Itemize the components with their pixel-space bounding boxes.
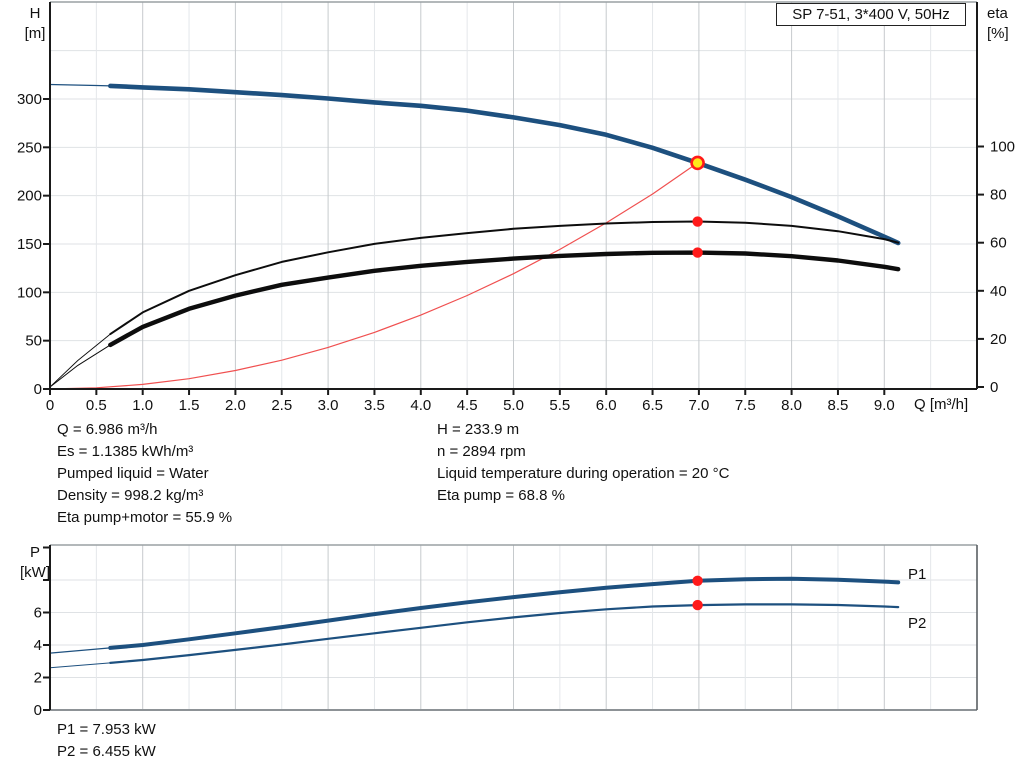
eta-axis-label: eta [987, 5, 1008, 22]
eta-pump-motor-point [692, 247, 703, 258]
info-line-p1: P1 = 7.953 kW [57, 721, 156, 738]
p-axis-unit: [kW] [20, 564, 50, 581]
h-axis-label: H [29, 5, 41, 22]
svg-text:6.0: 6.0 [596, 397, 617, 414]
svg-text:7.0: 7.0 [688, 397, 709, 414]
p2-curve-label: P2 [908, 615, 927, 632]
pump-model-title: SP 7-51, 3*400 V, 50Hz [792, 6, 950, 23]
p2-curve [49, 603, 900, 669]
system-curve [49, 162, 699, 390]
svg-text:100: 100 [17, 284, 42, 301]
svg-text:0: 0 [990, 379, 998, 396]
info-line-es: Es = 1.1385 kWh/m³ [57, 443, 194, 460]
svg-text:50: 50 [25, 333, 42, 350]
svg-text:6.5: 6.5 [642, 397, 663, 414]
svg-text:300: 300 [17, 91, 42, 108]
power-info: P1 = 7.953 kW P2 = 6.455 kW [57, 719, 156, 763]
eta-pump-point [692, 216, 703, 227]
chart-title-box: SP 7-51, 3*400 V, 50Hz [776, 3, 966, 26]
svg-text:3.0: 3.0 [318, 397, 339, 414]
svg-text:2.5: 2.5 [271, 397, 292, 414]
svg-text:80: 80 [990, 187, 1007, 204]
duty-point [690, 155, 705, 171]
svg-text:2.0: 2.0 [225, 397, 246, 414]
power-chart: 0 2 4 6 [34, 544, 978, 719]
info-line-density: Density = 998.2 kg/m³ [57, 487, 204, 504]
eta-axis-unit: [%] [987, 25, 1009, 42]
p1-curve-label: P1 [908, 566, 927, 583]
svg-text:0: 0 [46, 397, 54, 414]
duty-info-left: Q = 6.986 m³/h Es = 1.1385 kWh/m³ Pumped… [57, 419, 232, 529]
svg-text:7.5: 7.5 [735, 397, 756, 414]
svg-text:8.0: 8.0 [781, 397, 802, 414]
svg-text:9.0: 9.0 [874, 397, 895, 414]
h-axis-label-block: H [m] [12, 4, 58, 44]
svg-text:8.5: 8.5 [828, 397, 849, 414]
svg-text:4.0: 4.0 [410, 397, 431, 414]
info-line-n: n = 2894 rpm [437, 443, 526, 460]
p1-curve [49, 576, 901, 654]
svg-text:150: 150 [17, 236, 42, 253]
q-axis-label: Q [m³/h] [914, 396, 969, 413]
svg-text:2: 2 [34, 670, 42, 687]
eta-pump-motor-curve [49, 250, 901, 388]
svg-text:0: 0 [34, 702, 42, 719]
svg-text:5.5: 5.5 [549, 397, 570, 414]
svg-text:1.5: 1.5 [179, 397, 200, 414]
info-line-liquid: Pumped liquid = Water [57, 465, 209, 482]
svg-text:4: 4 [34, 637, 42, 654]
svg-text:40: 40 [990, 283, 1007, 300]
info-line-q: Q = 6.986 m³/h [57, 421, 158, 438]
duty-info-right: H = 233.9 m n = 2894 rpm Liquid temperat… [437, 419, 729, 507]
info-line-h: H = 233.9 m [437, 421, 520, 438]
svg-text:6: 6 [34, 605, 42, 622]
svg-text:1.0: 1.0 [132, 397, 153, 414]
svg-text:4.5: 4.5 [457, 397, 478, 414]
svg-text:20: 20 [990, 331, 1007, 348]
info-line-eta-total: Eta pump+motor = 55.9 % [57, 509, 233, 526]
svg-text:250: 250 [17, 139, 42, 156]
p-axis-label: P [29, 544, 40, 561]
svg-text:200: 200 [17, 188, 42, 205]
eta-pump-curve [49, 220, 900, 388]
p2-point [692, 599, 703, 611]
svg-text:0.5: 0.5 [86, 397, 107, 414]
hq-curve [49, 83, 901, 246]
info-line-temperature: Liquid temperature during operation = 20… [437, 465, 730, 482]
svg-text:0: 0 [34, 381, 42, 398]
eta-axis-label-block: eta [%] [987, 4, 1023, 44]
svg-text:60: 60 [990, 235, 1007, 252]
svg-text:100: 100 [990, 139, 1015, 156]
svg-text:5.0: 5.0 [503, 397, 524, 414]
svg-text:3.5: 3.5 [364, 397, 385, 414]
info-line-eta-pump: Eta pump = 68.8 % [437, 487, 565, 504]
p-axis-label-block: P [kW] [12, 543, 58, 583]
info-line-p2: P2 = 6.455 kW [57, 743, 156, 760]
h-axis-unit: [m] [24, 25, 46, 42]
p1-point [692, 575, 703, 586]
